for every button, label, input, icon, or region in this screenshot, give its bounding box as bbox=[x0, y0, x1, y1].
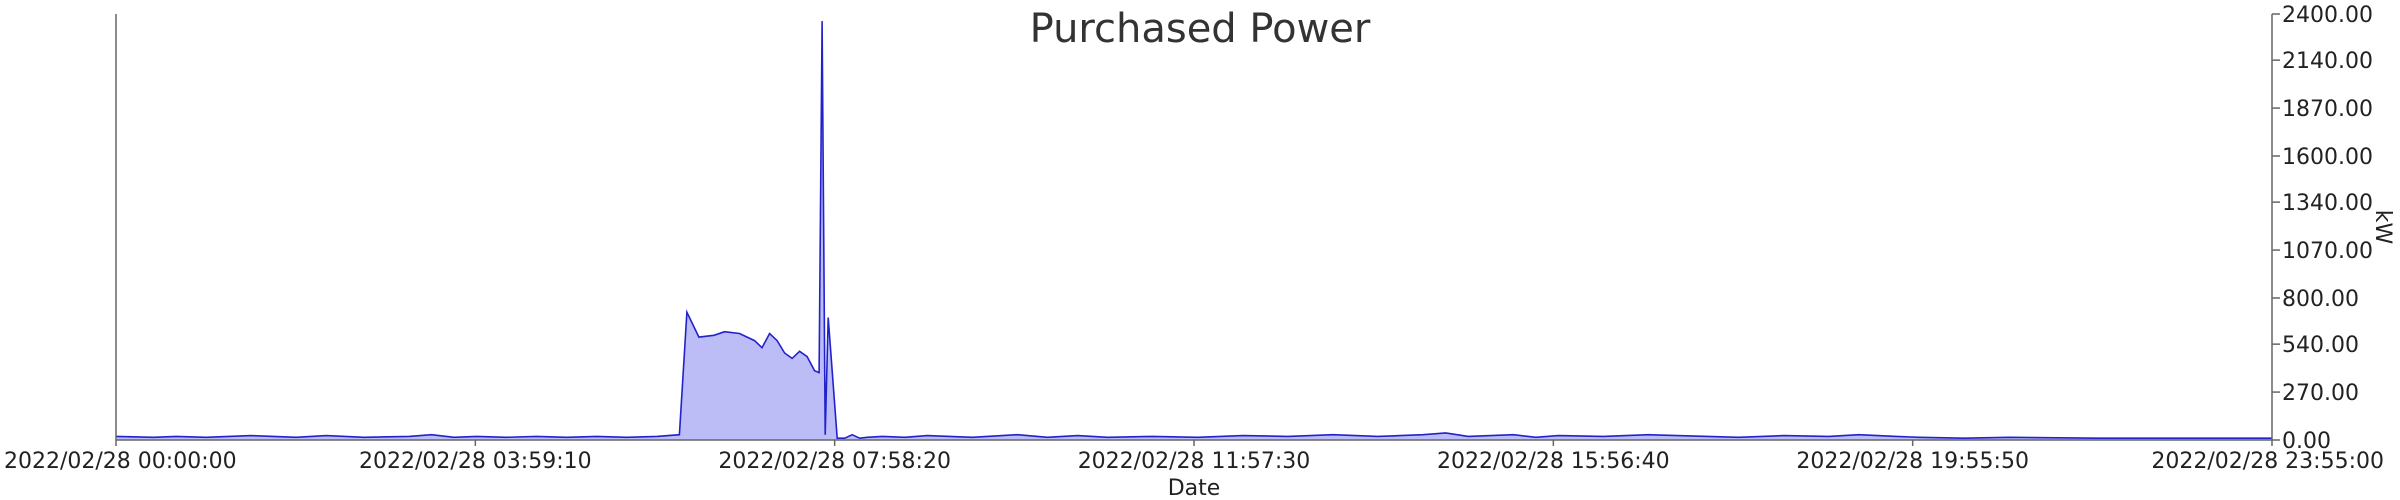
y-tick-label: 270.00 bbox=[2282, 381, 2359, 406]
x-tick-label: 2022/02/28 07:58:20 bbox=[718, 449, 951, 474]
series-area-group bbox=[115, 21, 2272, 440]
y-tick-label: 1070.00 bbox=[2282, 239, 2373, 264]
y-tick-label: 1600.00 bbox=[2282, 145, 2373, 170]
x-tick-label: 2022/02/28 11:57:30 bbox=[1078, 449, 1311, 474]
series-area-fill bbox=[116, 21, 2272, 440]
y-tick-label: 2140.00 bbox=[2282, 49, 2373, 74]
x-tick-label: 2022/02/28 03:59:10 bbox=[359, 449, 592, 474]
series-line bbox=[115, 21, 2272, 440]
y-axis-ticks: 0.00 270.00 540.00 800.00 1070.00 1340.00 1600… bbox=[2272, 3, 2373, 454]
chart-title: Purchased Power bbox=[1030, 6, 1371, 52]
y-axis-label: kW bbox=[2370, 210, 2395, 245]
y-tick-label: 0.00 bbox=[2282, 429, 2331, 454]
y-tick-label: 540.00 bbox=[2282, 333, 2359, 358]
x-tick-label: 2022/02/28 00:00:00 bbox=[4, 449, 237, 474]
x-tick-label: 2022/02/28 15:56:40 bbox=[1437, 449, 1670, 474]
y-tick-label: 800.00 bbox=[2282, 287, 2359, 312]
y-tick-label: 2400.00 bbox=[2282, 3, 2373, 28]
x-axis-ticks: 2022/02/28 00:00:00 2022/02/28 03:59:10 20… bbox=[4, 440, 2384, 474]
y-tick-label: 1340.00 bbox=[2282, 191, 2373, 216]
y-tick-label: 1870.00 bbox=[2282, 97, 2373, 122]
x-axis-label: Date bbox=[1168, 476, 1221, 500]
x-tick-label: 2022/02/28 23:55:00 bbox=[2151, 449, 2384, 474]
x-tick-label: 2022/02/28 19:55:50 bbox=[1796, 449, 2029, 474]
